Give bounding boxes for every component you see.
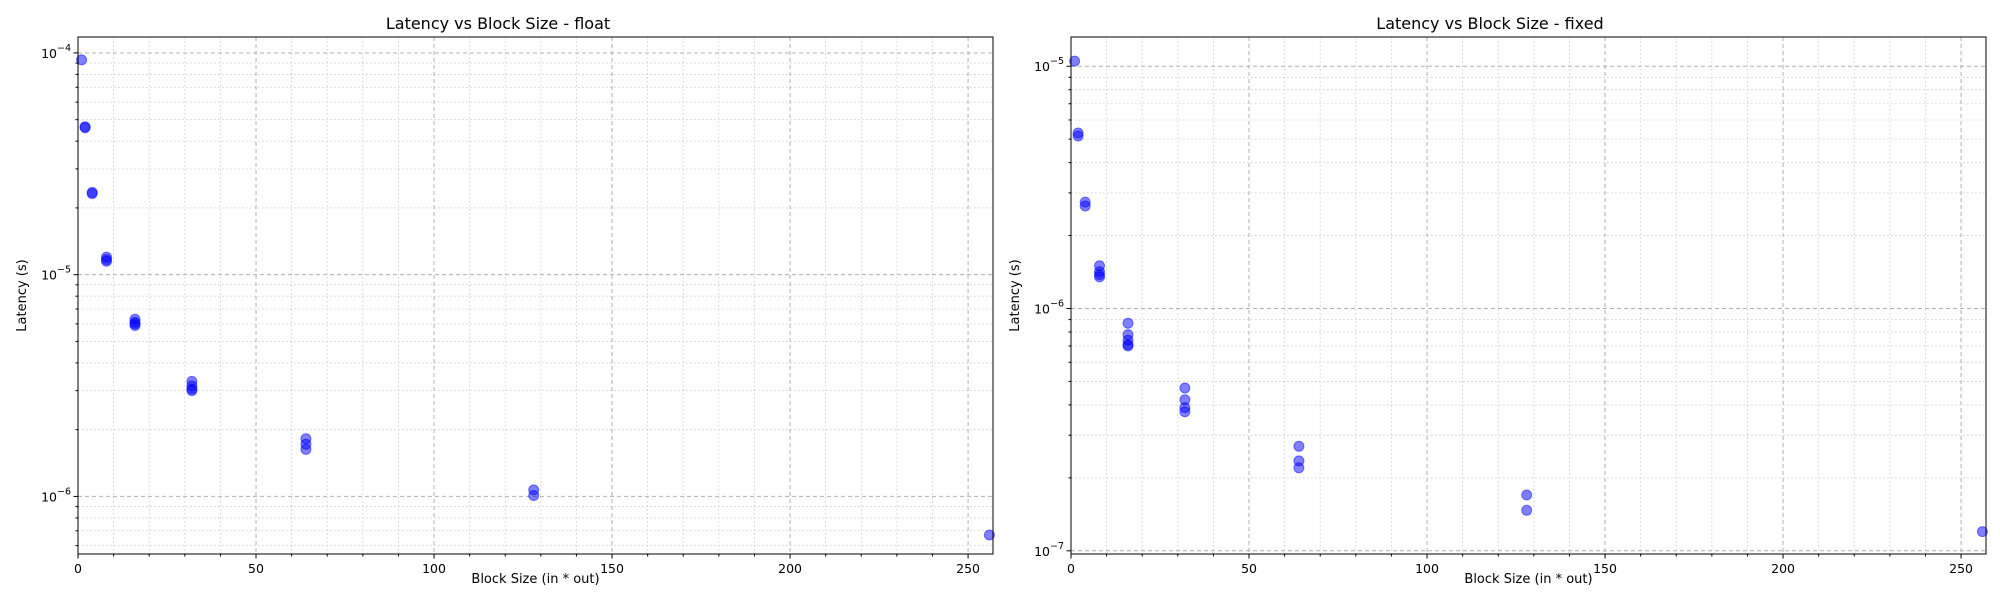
data-point — [1094, 271, 1105, 283]
data-point — [1072, 130, 1084, 142]
x-tick-label: 200 — [1771, 561, 1795, 576]
x-tick-label: 100 — [1415, 561, 1439, 576]
data-point — [1122, 340, 1134, 352]
y-tick-labels: 10−6 10−5 10−4 — [41, 43, 78, 547]
x-tick-label: 50 — [248, 561, 264, 576]
x-tick-labels: 0 50 100 150 200 250 — [1067, 554, 1973, 576]
data-point — [528, 490, 540, 501]
y-tick-label: 10−5 — [1034, 56, 1064, 74]
plot-frame — [1070, 36, 1987, 555]
data-point — [1521, 504, 1533, 516]
panel-float: Latency vs Block Size - float Block Size… — [15, 14, 995, 587]
plot-frame — [77, 36, 994, 555]
y-tick-label: 10−6 — [1034, 299, 1064, 317]
data-point — [983, 529, 995, 541]
x-tick-label: 250 — [956, 561, 980, 576]
x-tick-labels: 0 50 100 150 200 250 — [74, 554, 980, 576]
x-tick-label: 0 — [74, 561, 82, 576]
data-point — [1079, 200, 1091, 212]
panel-fixed: Latency vs Block Size - fixed Block Size… — [1008, 14, 1988, 587]
data-points — [1069, 55, 1988, 538]
x-axis-label: Block Size (in * out) — [471, 572, 599, 587]
data-point — [1293, 440, 1305, 452]
y-axis-label: Latency (s) — [1008, 259, 1023, 331]
data-point — [1293, 462, 1305, 474]
data-point — [1179, 406, 1191, 418]
x-tick-label: 0 — [1067, 561, 1075, 576]
data-point — [101, 255, 112, 267]
x-tick-label: 50 — [1241, 561, 1257, 576]
data-point — [1976, 526, 1988, 538]
x-tick-label: 100 — [422, 561, 446, 576]
x-tick-label: 150 — [600, 561, 624, 576]
grid — [77, 37, 993, 554]
data-point — [1122, 317, 1134, 329]
x-tick-label: 250 — [1949, 561, 1973, 576]
y-axis-label: Latency (s) — [15, 259, 30, 331]
data-point — [76, 54, 88, 66]
data-point — [86, 188, 98, 200]
data-points — [76, 54, 995, 541]
y-tick-label: 10−7 — [1034, 541, 1064, 559]
data-point — [300, 443, 312, 455]
y-tick-labels: 10−7 10−6 10−5 — [1034, 56, 1071, 559]
data-point — [79, 122, 91, 134]
y-tick-label: 10−6 — [41, 486, 71, 504]
chart-title: Latency vs Block Size - fixed — [1376, 14, 1603, 33]
chart-title: Latency vs Block Size - float — [386, 14, 610, 33]
grid — [1070, 37, 1986, 554]
data-point — [1521, 489, 1533, 501]
y-tick-label: 10−5 — [41, 265, 71, 283]
x-tick-label: 150 — [1593, 561, 1617, 576]
data-point — [1179, 382, 1191, 394]
y-tick-label: 10−4 — [41, 43, 71, 61]
x-tick-label: 200 — [778, 561, 802, 576]
x-axis-label: Block Size (in * out) — [1464, 572, 1592, 587]
data-point — [186, 385, 198, 397]
data-point — [129, 320, 141, 331]
data-point — [1069, 55, 1081, 67]
